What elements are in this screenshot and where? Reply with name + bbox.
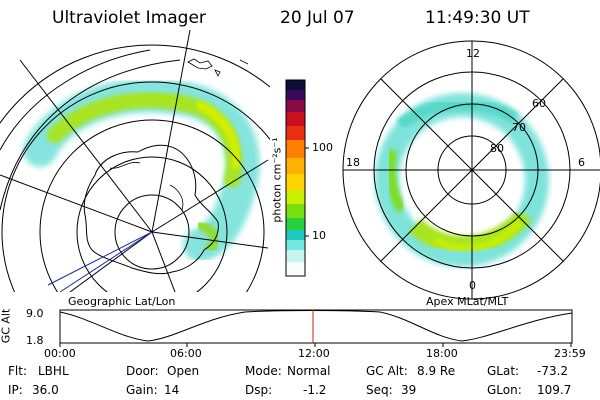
altitude-ylabel: GC Alt [0, 308, 13, 344]
magnetic-polar-plot [342, 40, 600, 300]
seq-value: 39 [401, 383, 417, 397]
door-label: Door: [126, 364, 159, 378]
colorbar-unit: photon cm⁻²s⁻¹ [270, 137, 284, 223]
colorbar [285, 79, 309, 277]
dsp-value: -1.2 [303, 383, 327, 397]
colorbar-tick-10: 10 [312, 229, 326, 242]
altitude-xtick: 00:00 [44, 347, 76, 360]
glon-value: 109.7 [537, 383, 572, 397]
latitude-circles [0, 44, 270, 292]
colorbar-tick-100: 100 [312, 141, 333, 154]
altitude-ytick-bottom: 1.8 [26, 334, 44, 347]
gain-label: Gain: [126, 383, 158, 397]
glon-label: GLon: [487, 383, 522, 397]
mlt-12-label: 12 [466, 47, 480, 60]
altitude-xtick: 12:00 [298, 347, 330, 360]
dsp-label: Dsp: [245, 383, 273, 397]
ip-label: IP: [8, 383, 23, 397]
geographic-map [0, 30, 270, 292]
glat-label: GLat: [487, 364, 520, 378]
aurora-oval-geographic [23, 78, 260, 262]
seq-label: Seq: [366, 383, 393, 397]
gc-alt-value: 8.9 Re [417, 364, 456, 378]
time-readout: 11:49:30 UT [425, 8, 530, 28]
mlt-0-label: 0 [469, 279, 476, 292]
magnetic-panel-label: Apex MLat/MLT [426, 295, 509, 308]
altitude-xtick: 23:59 [554, 347, 586, 360]
continent-outline [83, 144, 219, 275]
door-value: Open [167, 364, 200, 378]
mlt-18-label: 18 [346, 156, 360, 169]
mlt-6-label: 6 [578, 156, 585, 169]
meridians [0, 30, 269, 292]
ip-value: 36.0 [32, 383, 59, 397]
altitude-xtick: 18:00 [426, 347, 458, 360]
mlat-80-label: 80 [490, 142, 504, 155]
spacecraft-track [59, 231, 153, 292]
gain-value: 14 [164, 383, 180, 397]
altitude-xtick: 06:00 [170, 347, 202, 360]
mlat-60-label: 60 [532, 97, 546, 110]
mode-value: Normal [287, 364, 331, 378]
geographic-panel-label: Geographic Lat/Lon [68, 295, 176, 308]
mlat-70-label: 70 [512, 121, 526, 134]
date-readout: 20 Jul 07 [280, 8, 355, 28]
app-title: Ultraviolet Imager [52, 8, 206, 28]
filter-label: Flt: [8, 364, 27, 378]
filter-value: LBHL [38, 364, 69, 378]
altitude-plot [59, 309, 573, 347]
altitude-ytick-top: 9.0 [26, 307, 44, 320]
gc-alt-label: GC Alt: [366, 364, 408, 378]
glat-value: -73.2 [537, 364, 569, 378]
mode-label: Mode: [245, 364, 282, 378]
